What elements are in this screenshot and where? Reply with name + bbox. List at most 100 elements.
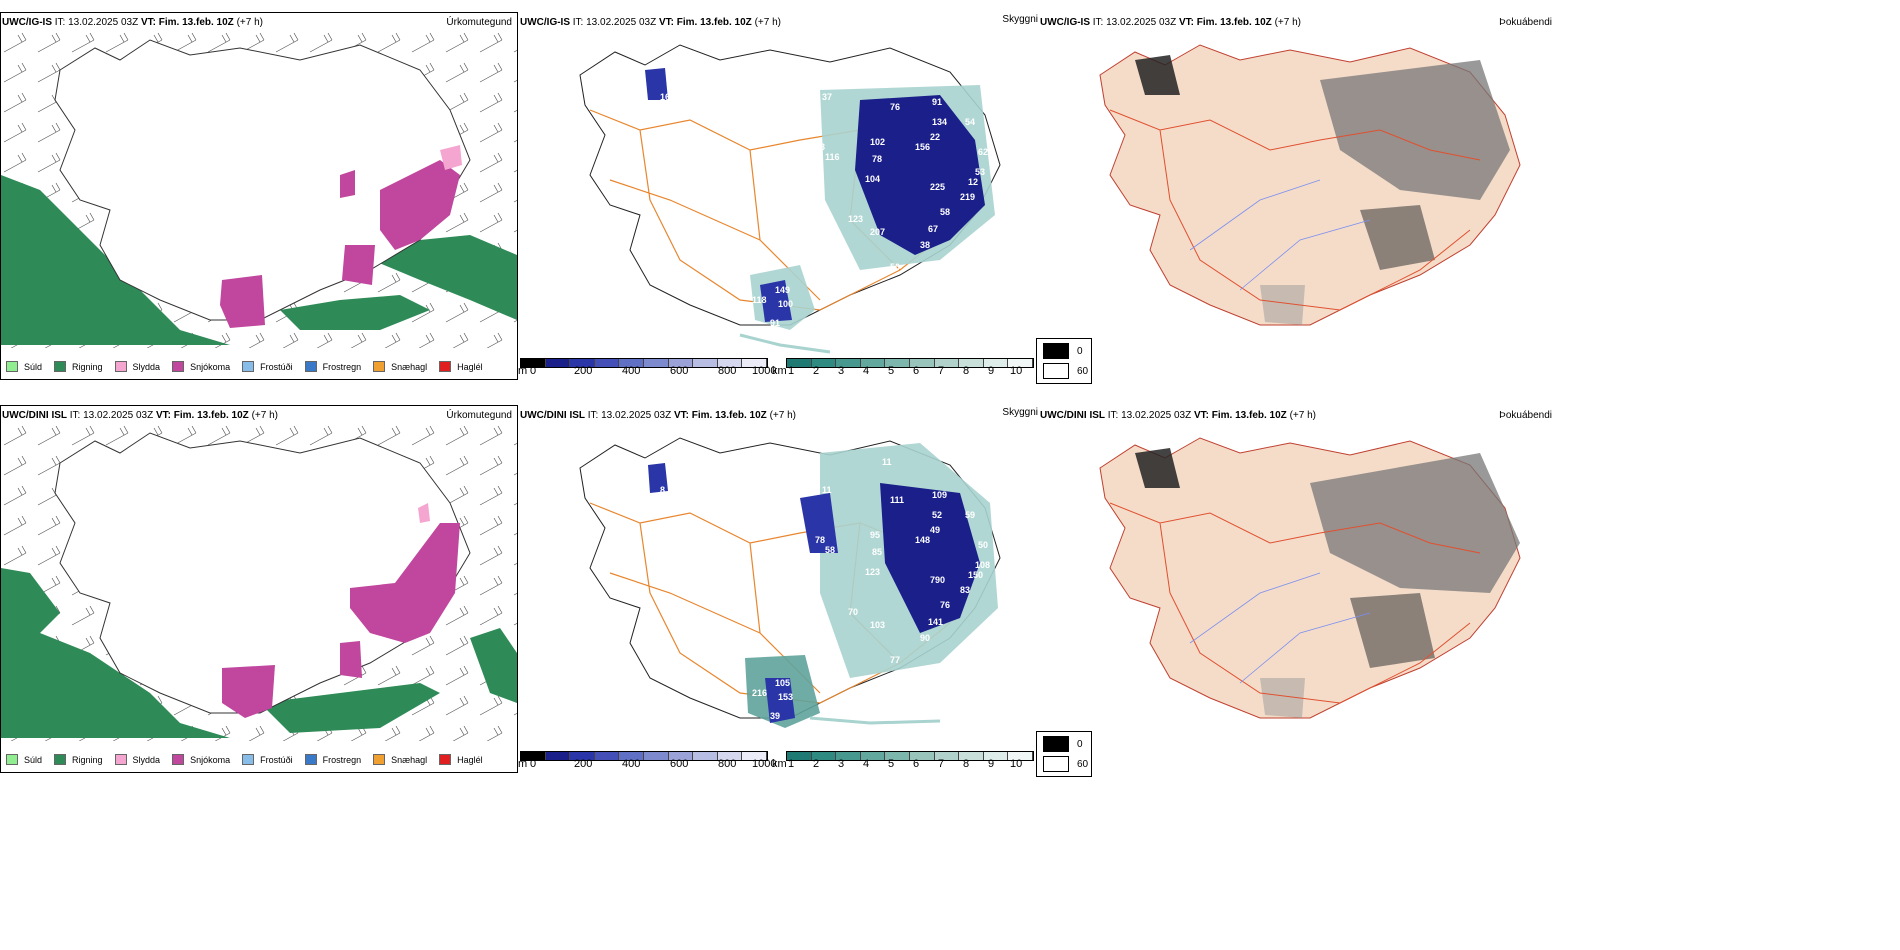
ceiling-value-label: 153	[778, 692, 793, 702]
ceiling-value-label: 216	[752, 688, 767, 698]
road-network	[1109, 502, 1481, 704]
tick: 1000	[752, 365, 777, 377]
legend-item-rigning: Rigning	[54, 361, 103, 372]
ceiling-value-label: 27	[882, 64, 892, 74]
ceiling-value-label: 8	[660, 485, 665, 495]
ceiling-value-label: 54	[965, 117, 975, 127]
fog-legend-item-0: 0	[1043, 736, 1083, 752]
ceiling-value-label: 95	[870, 530, 880, 540]
precip-map-svg	[1, 30, 517, 348]
visibility-colorbar-strip	[786, 358, 1034, 368]
legend-label: Rigning	[72, 361, 103, 372]
legend-label: Slydda	[132, 361, 161, 372]
iceland-outline	[54, 432, 471, 714]
colorbar-segment	[570, 359, 595, 367]
ceiling-value-label: 50	[890, 262, 900, 272]
fog-index-area	[1360, 205, 1435, 270]
tick: 2	[813, 365, 820, 377]
legend-label: Frostregn	[322, 361, 362, 372]
ceiling-value-label: 116	[825, 152, 840, 162]
model-name: UWC/IG-IS	[2, 17, 52, 28]
ceiling-value-label: 67	[928, 224, 938, 234]
ceiling-value-label: 12	[968, 177, 978, 187]
sleet-area	[440, 145, 462, 170]
model-name: UWC/DINI ISL	[520, 410, 585, 421]
ceiling-value-label: 50	[978, 540, 988, 550]
tick: 1	[788, 758, 795, 770]
legend-label: Snjókoma	[190, 754, 231, 765]
tick: 7	[938, 758, 945, 770]
colorbar-segment	[787, 752, 812, 760]
ceiling-ticks: 0 200 400 600 800 1000	[530, 365, 776, 379]
rain-area	[360, 235, 517, 320]
legend-item-frostudi: Frostúði	[242, 754, 293, 765]
ceiling-unit: m	[518, 758, 528, 770]
tick: 9	[988, 758, 995, 770]
legend-label: Haglél	[457, 361, 483, 372]
legend-label: 60	[1077, 365, 1089, 377]
colorbar-segment	[545, 359, 571, 367]
legend-label: Snæhagl	[391, 361, 428, 372]
tick: 5	[888, 758, 895, 770]
snow-area	[340, 641, 362, 678]
tick: 7	[938, 365, 945, 377]
colorbar-segment	[742, 359, 767, 367]
legend-swatch	[242, 754, 255, 765]
it-value: 13.02.2025 03Z	[601, 410, 672, 421]
ceiling-value-label: 225	[930, 182, 945, 192]
ceiling-value-label: 76	[890, 102, 900, 112]
snow-area	[350, 523, 460, 643]
colorbar-segment	[619, 752, 644, 760]
sea-fog-streak	[809, 716, 941, 725]
sea-fog-streak	[739, 333, 831, 354]
panel-title: Skyggni	[1002, 407, 1038, 418]
legend-swatch	[6, 754, 18, 765]
panel-header: UWC/DINI ISL IT: 13.02.2025 03Z VT: Fim.…	[1040, 410, 1316, 422]
ceiling-panel-row2: UWC/DINI ISL IT: 13.02.2025 03Z VT: Fim.…	[518, 393, 1040, 788]
legend-item-haglel: Haglél	[439, 754, 483, 765]
ceiling-value-label: 83	[960, 585, 970, 595]
ceiling-value-label: 62	[978, 147, 988, 157]
it-value: 13.02.2025 03Z	[1121, 410, 1192, 421]
ceiling-value-label: 148	[915, 535, 930, 545]
visibility-ticks: 1 2 3 4 5 6 7 8 9 10	[788, 758, 1028, 772]
ceiling-value-label: 52	[932, 510, 942, 520]
legend-label: Frostúði	[260, 361, 293, 372]
fog-index-area	[1135, 448, 1180, 488]
rain-area	[280, 295, 430, 330]
tick: 4	[863, 365, 870, 377]
legend-item-snjokoma: Snjókoma	[172, 361, 230, 372]
vt-label: VT:	[673, 410, 689, 421]
tick: 10	[1010, 365, 1023, 377]
it-label: IT:	[1107, 410, 1119, 421]
ceiling-value-label: 70	[848, 607, 858, 617]
fog-legend-item-60: 60	[1043, 363, 1088, 379]
tick: 800	[718, 758, 737, 770]
low-ceiling-area	[880, 483, 980, 633]
low-ceiling-area	[855, 95, 985, 255]
tick: 0	[530, 365, 537, 377]
colorbar-segment	[668, 752, 694, 760]
ceiling-value-label: 11	[882, 457, 892, 467]
fog-legend-item-0: 0	[1043, 343, 1083, 359]
ceiling-value-label: 91	[932, 97, 942, 107]
fog-legend-item-60: 60	[1043, 756, 1088, 772]
legend-swatch	[54, 754, 67, 765]
fog-map-svg	[1099, 44, 1521, 326]
tick: 400	[622, 758, 641, 770]
legend-swatch	[373, 361, 386, 372]
colorbar-segment	[787, 359, 812, 367]
colorbar-segment	[1008, 752, 1033, 760]
ceiling-value-label: 123	[865, 567, 880, 577]
precip-map-svg	[1, 423, 517, 741]
rain-area	[470, 628, 517, 703]
colorbar-segment	[717, 752, 743, 760]
tick: 200	[574, 365, 593, 377]
ceiling-value-label: 102	[870, 137, 885, 147]
rain-area	[1, 568, 230, 738]
it-value: 13.02.2025 03Z	[68, 17, 139, 28]
panel-header: UWC/DINI ISL IT: 13.02.2025 03Z VT: Fim.…	[520, 410, 796, 422]
colorbar-segment	[521, 752, 546, 760]
ceiling-value-label: 790	[930, 575, 945, 585]
